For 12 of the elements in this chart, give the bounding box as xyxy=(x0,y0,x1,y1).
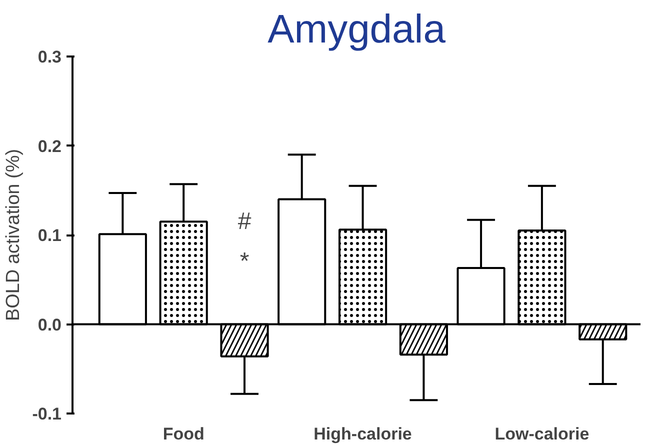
y-tick-label: 0.0 xyxy=(38,315,62,334)
annotation: # xyxy=(238,208,252,235)
x-tick-label: High-calorie xyxy=(314,424,412,444)
y-tick-label: -0.1 xyxy=(32,404,62,424)
y-tick-label: 0.1 xyxy=(38,226,62,245)
y-axis-title: BOLD activation (%) xyxy=(3,148,24,322)
y-tick-label: 0.2 xyxy=(38,136,62,156)
annotation: * xyxy=(240,248,250,276)
x-tick-label: Food xyxy=(162,424,204,444)
y-tick-label: 0.3 xyxy=(38,48,62,66)
chart-title: Amygdala xyxy=(268,8,446,52)
x-tick-label: Low-calorie xyxy=(494,424,590,444)
